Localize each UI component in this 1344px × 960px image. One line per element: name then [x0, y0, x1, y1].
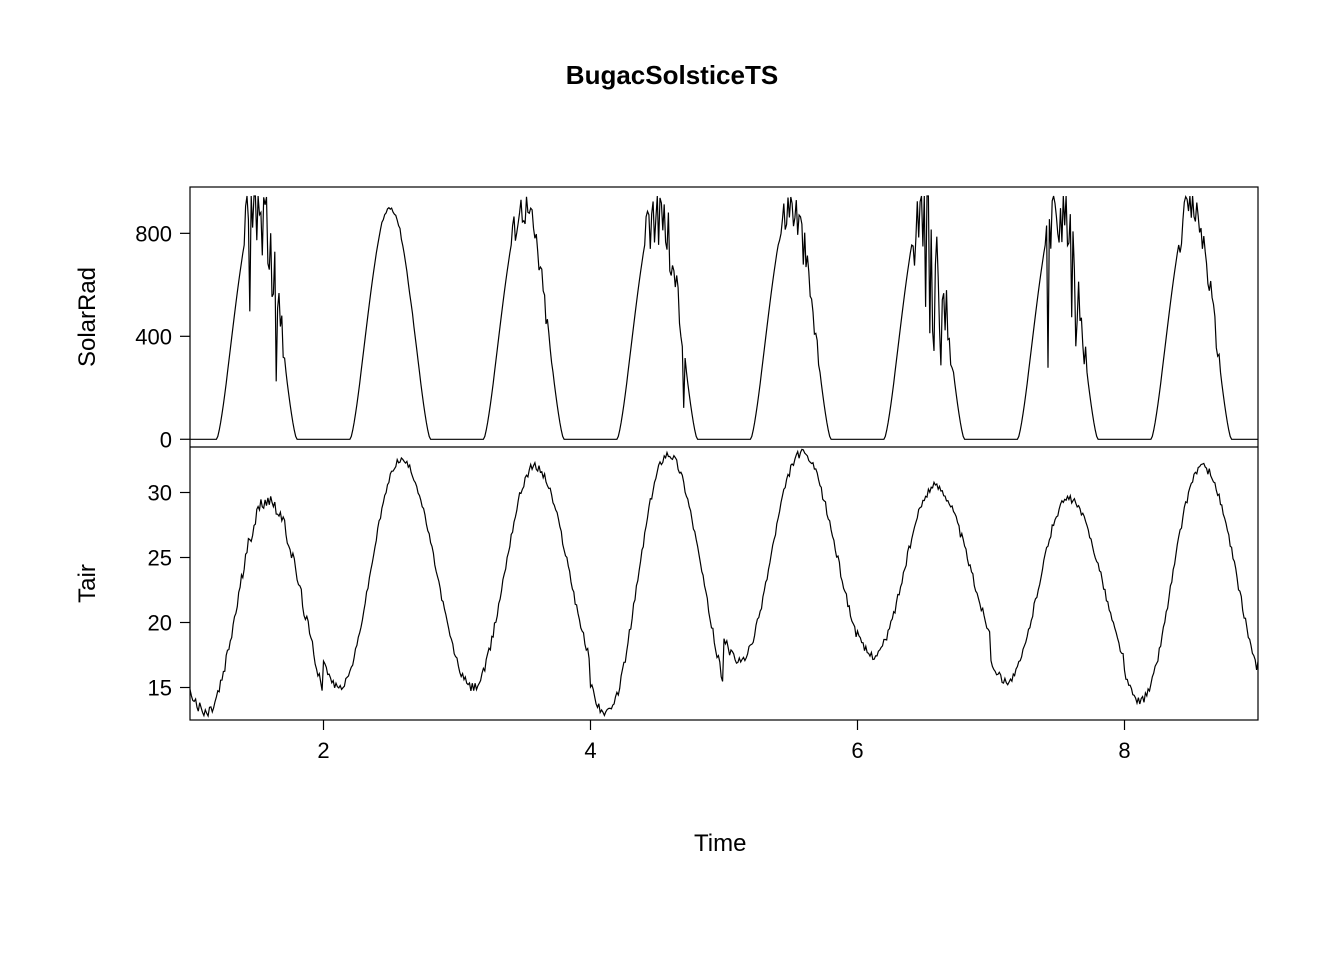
svg-text:0: 0: [160, 427, 172, 452]
svg-text:20: 20: [148, 611, 172, 636]
svg-text:25: 25: [148, 546, 172, 571]
plot-svg: 2 4 6 8 0 400 800 SolarRad 15 20 25 30 Tair: [0, 0, 1344, 960]
svg-text:15: 15: [148, 676, 172, 701]
solarrad-line: [190, 196, 1258, 439]
svg-text:800: 800: [135, 221, 172, 246]
svg-text:30: 30: [148, 481, 172, 506]
svg-text:2: 2: [317, 738, 329, 763]
chart-container: BugacSolsticeTS Time 24680400800SolarRad…: [0, 0, 1344, 960]
tair-line: [190, 449, 1258, 716]
svg-text:SolarRad: SolarRad: [74, 267, 101, 367]
svg-text:4: 4: [584, 738, 596, 763]
svg-text:400: 400: [135, 324, 172, 349]
svg-text:8: 8: [1118, 738, 1130, 763]
svg-text:Tair: Tair: [74, 564, 101, 603]
svg-text:6: 6: [851, 738, 863, 763]
